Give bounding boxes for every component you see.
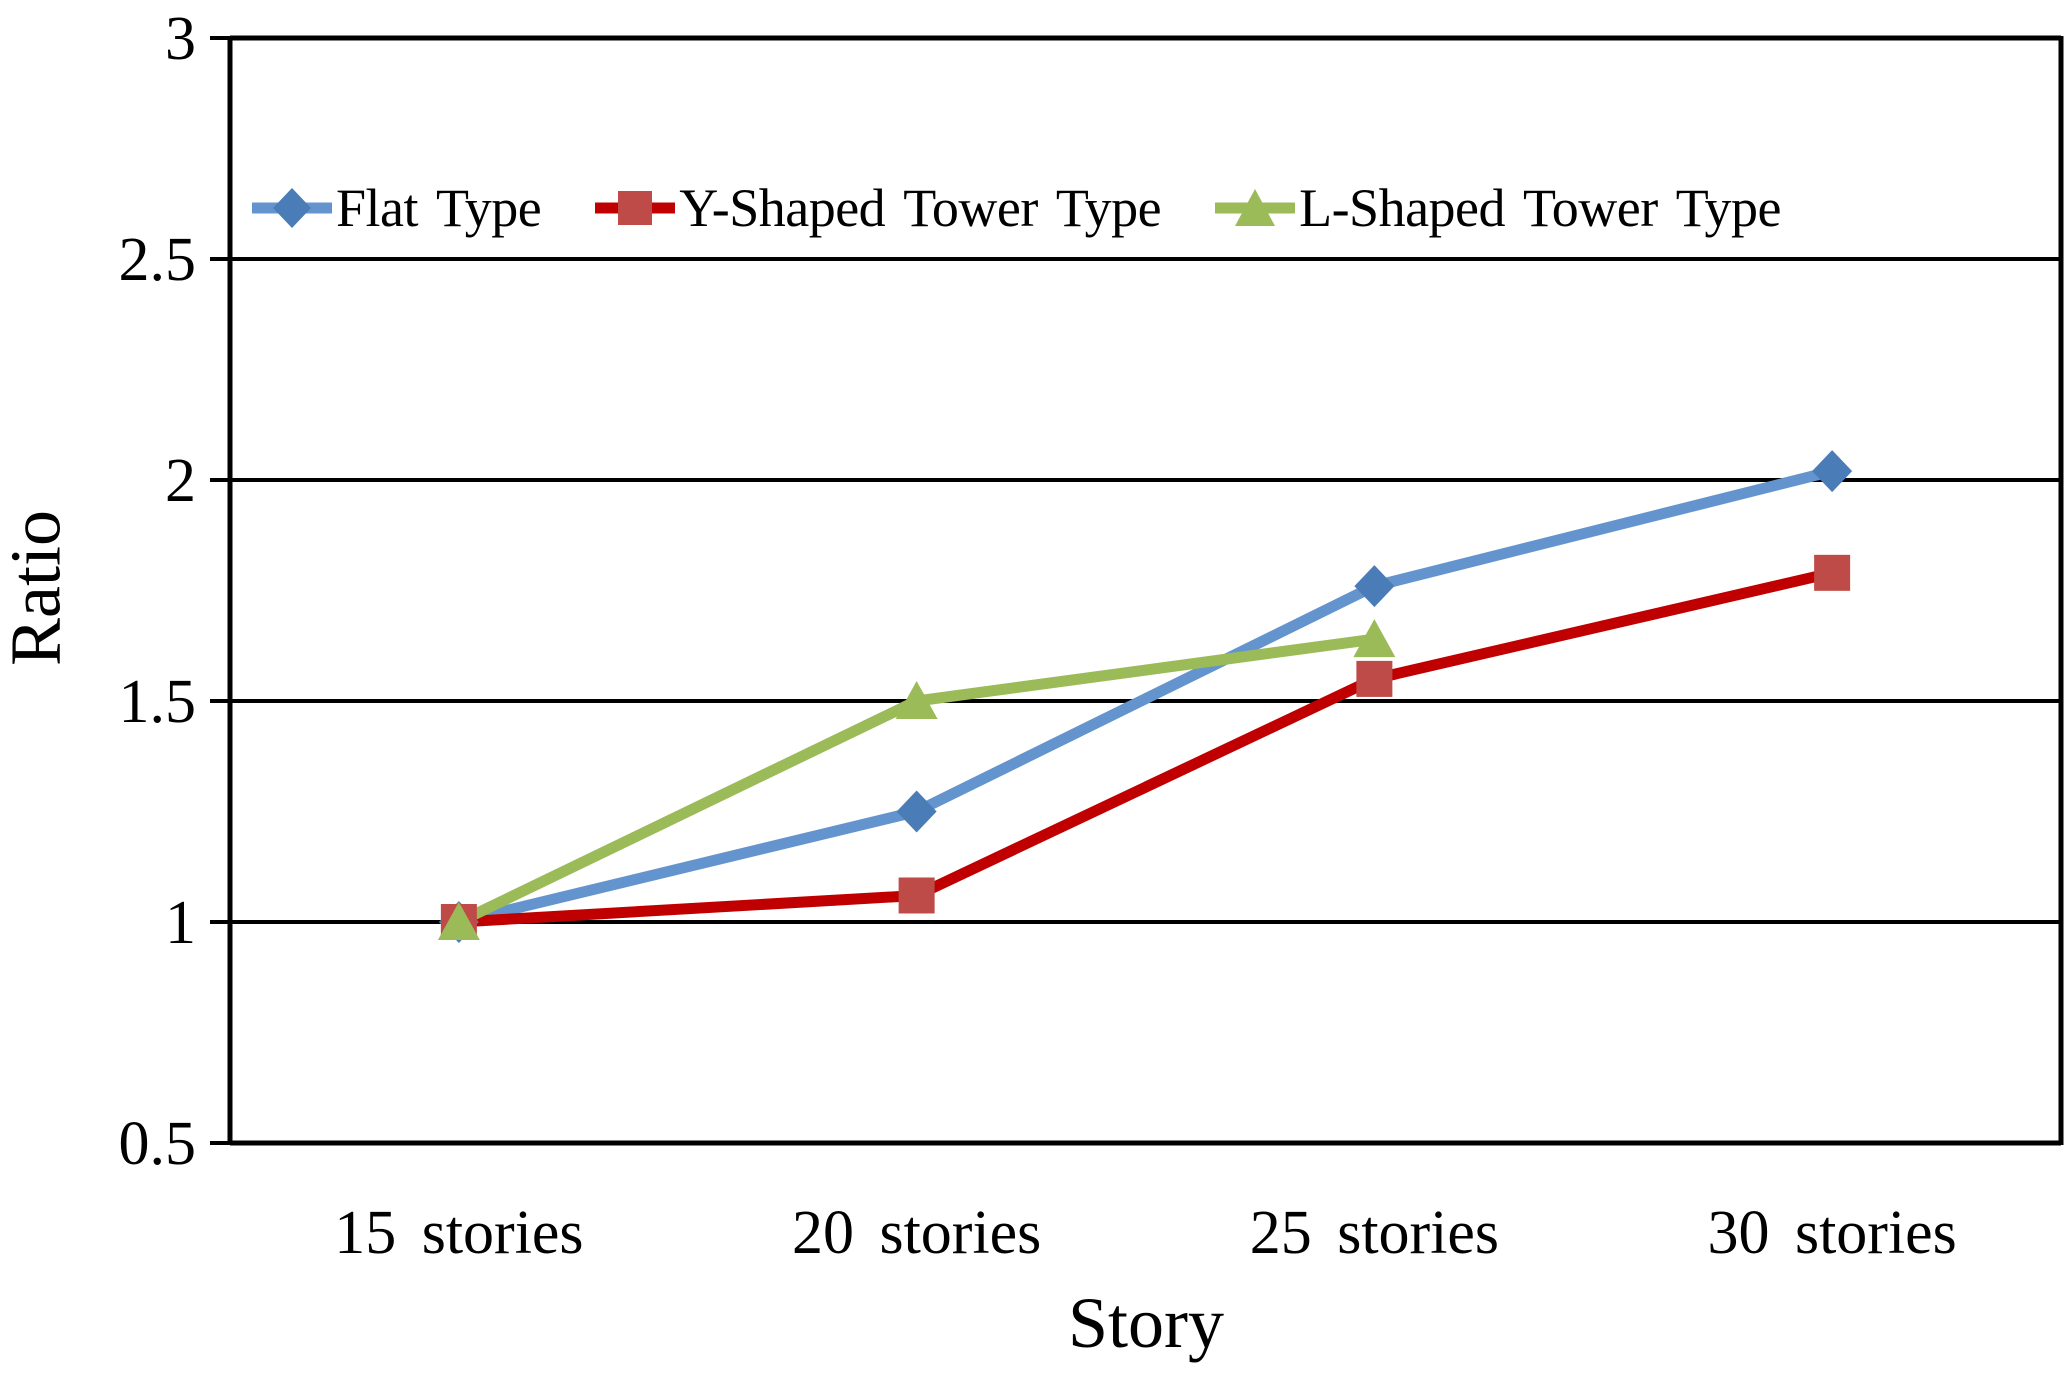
legend-item-flat-type: Flat Type <box>252 177 542 239</box>
legend: Flat Type Y-Shaped Tower Type L-Shaped T… <box>252 172 1781 244</box>
data-point-l-shaped-tower-type <box>1353 619 1396 658</box>
y-tick-label: 2.5 <box>119 226 197 294</box>
y-tick-label: 3 <box>165 5 196 73</box>
x-axis-title: Story <box>1067 1283 1225 1363</box>
y-tick-label: 2 <box>165 447 196 515</box>
diamond-icon <box>252 184 332 232</box>
legend-item-y-shaped-tower-type: Y-Shaped Tower Type <box>595 177 1162 239</box>
x-tick-label: 30 stories <box>1707 1199 1956 1267</box>
y-tick-label: 1 <box>165 889 196 957</box>
x-tick-label: 15 stories <box>334 1199 583 1267</box>
y-tick-label: 0.5 <box>119 1110 197 1178</box>
x-tick-label: 25 stories <box>1250 1199 1499 1267</box>
y-axis-title: Ratio <box>0 510 76 666</box>
y-tick-label: 1.5 <box>119 668 197 736</box>
x-tick-label: 20 stories <box>792 1199 1041 1267</box>
data-point-y-shaped-tower-type <box>898 877 935 914</box>
data-point-l-shaped-tower-type <box>895 681 938 719</box>
data-point-y-shaped-tower-type <box>1814 554 1851 591</box>
triangle-icon <box>1215 184 1296 232</box>
legend-label: Y-Shaped Tower Type <box>679 178 1162 238</box>
legend-item-l-shaped-tower-type: L-Shaped Tower Type <box>1215 177 1781 239</box>
data-point-l-shaped-tower-type <box>437 902 480 940</box>
data-point-flat-type <box>896 790 937 833</box>
series-line-flat-type <box>457 465 1834 928</box>
data-point-y-shaped-tower-type <box>1356 660 1393 697</box>
square-icon <box>595 184 676 232</box>
legend-label: Flat Type <box>336 178 542 238</box>
data-point-flat-type <box>1354 565 1395 608</box>
data-point-flat-type <box>1812 450 1853 493</box>
series-line-y-shaped-tower-type <box>458 567 1834 928</box>
legend-label: L-Shaped Tower Type <box>1299 178 1781 238</box>
